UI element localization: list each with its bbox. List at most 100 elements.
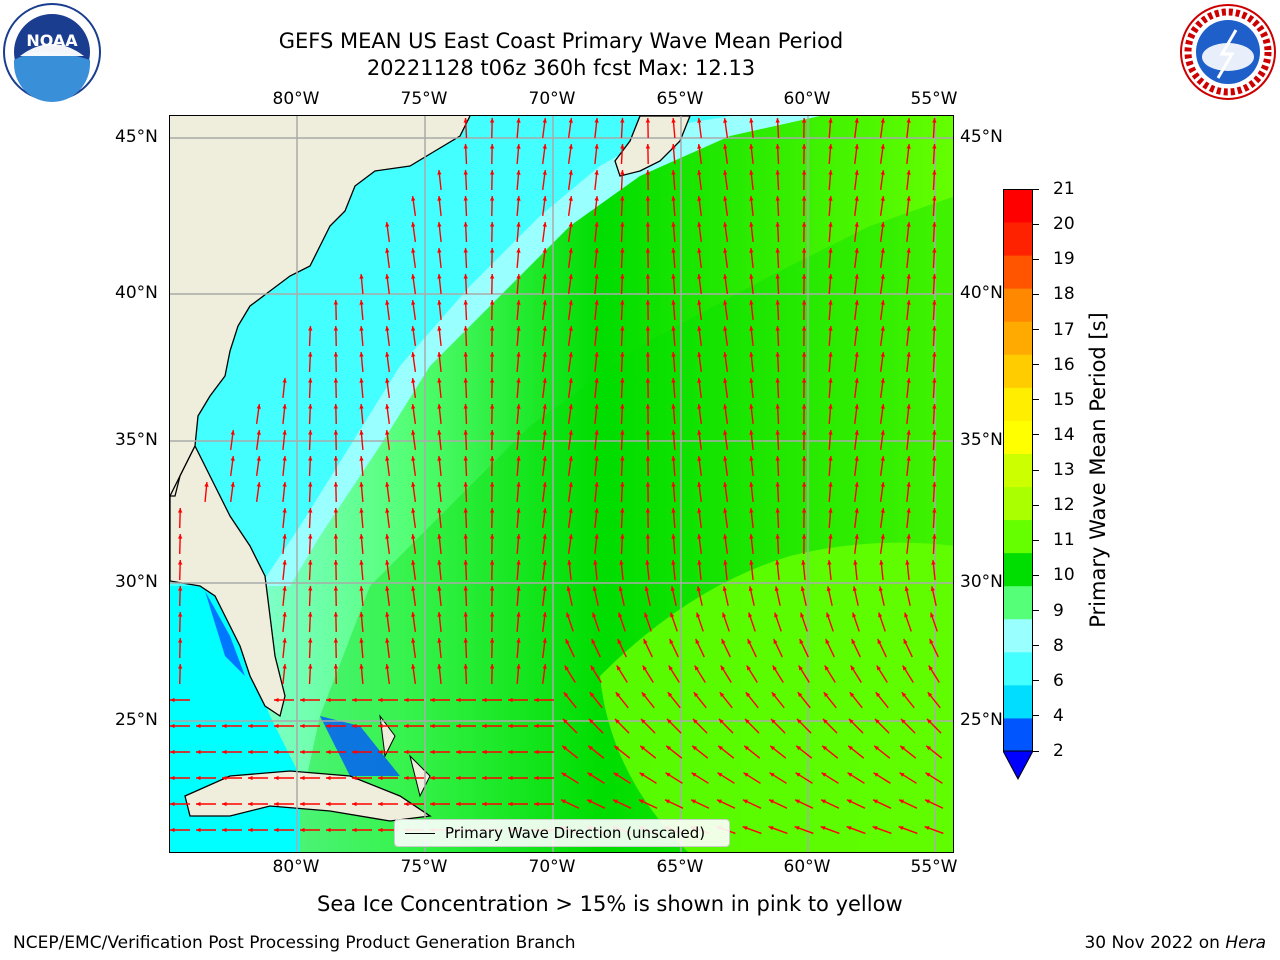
wave-arrow-head [664, 799, 670, 804]
wave-arrow-head [771, 692, 777, 698]
wave-arrow-head [620, 118, 625, 123]
footer-machine: Hera [1225, 933, 1266, 953]
lat-tick-right: 35°N [960, 430, 1003, 450]
wave-arrow-head [594, 170, 599, 175]
wave-arrow-head [617, 638, 622, 644]
colorbar-tick-mark [1033, 715, 1039, 717]
wave-arrow-head [854, 352, 859, 357]
wave-arrow-head [854, 274, 859, 279]
wave-arrow-head [901, 692, 907, 698]
wave-arrow-head [645, 430, 651, 435]
wave-arrow-head [411, 482, 416, 487]
wave-arrow-head [823, 692, 829, 698]
wave-arrow-head [749, 404, 754, 409]
bahamas-low-period [320, 716, 400, 776]
wave-arrow-head [568, 248, 573, 253]
wave-arrow-head [801, 196, 807, 201]
wave-arrow-head [282, 560, 287, 565]
wave-arrow-head [385, 638, 390, 643]
wave-arrow-head [854, 534, 859, 539]
colorbar-tick-label: 19 [1053, 249, 1075, 270]
wave-arrow-head [437, 170, 442, 175]
wave-arrow-head [640, 745, 646, 751]
wave-arrow-head [274, 801, 279, 807]
wave-arrow-head [932, 248, 937, 253]
wave-arrow-head [282, 638, 287, 643]
wave-arrow-head [430, 775, 435, 781]
wave-arrow-head [801, 430, 807, 435]
colorbar-segment [1003, 288, 1033, 322]
wave-arrow-head [308, 352, 313, 357]
wave-arrow-head [775, 456, 780, 461]
wave-arrow-head [359, 664, 364, 669]
wave-arrow-head [770, 745, 776, 751]
wave-arrow-head [878, 612, 883, 618]
wave-arrow-head [411, 300, 416, 305]
wave-arrow-head [282, 508, 287, 513]
wave-arrow-head [645, 378, 651, 383]
wave-arrow-head [848, 745, 854, 751]
wave-arrow-head [404, 801, 409, 807]
colorbar-tick-mark [1033, 399, 1039, 401]
wave-arrow-head [638, 799, 644, 804]
wave-arrow-head [645, 248, 651, 253]
wave-arrow-head [489, 612, 495, 617]
wave-arrow-head [177, 664, 183, 669]
wave-arrow-head [620, 222, 625, 227]
wave-arrow-head [542, 534, 547, 539]
wave-arrow-head [489, 586, 495, 591]
wave-arrow-head [222, 801, 227, 807]
wave-arrow-head [542, 196, 547, 201]
wave-arrow-head [378, 697, 383, 703]
wave-arrow-head [826, 612, 831, 618]
wave-arrow-head [437, 274, 442, 279]
wave-arrow-head [880, 456, 885, 461]
wave-arrow-head [411, 664, 416, 669]
wave-arrow-head [828, 326, 833, 331]
wave-arrow-head [749, 222, 754, 227]
wave-arrow-head [854, 482, 859, 487]
wave-arrow-head [352, 697, 357, 703]
wave-arrow-head [411, 222, 416, 227]
wave-arrow-head [618, 612, 623, 618]
wave-arrow-head [828, 508, 833, 513]
wave-arrow-head [463, 352, 468, 357]
wave-arrow-head [411, 456, 416, 461]
wave-arrow-head [588, 745, 594, 751]
wave-arrow-head [437, 196, 442, 201]
wave-arrow-head [282, 482, 287, 487]
wave-arrow-head [880, 196, 885, 201]
wave-arrow-head [568, 118, 573, 123]
wave-arrow-head [932, 482, 937, 487]
wave-arrow-head [746, 665, 751, 671]
wave-arrow-head [542, 352, 547, 357]
wave-arrow-head [828, 222, 833, 227]
wave-arrow-head [932, 508, 937, 513]
wave-arrow-head [906, 508, 911, 513]
wave-arrow-head [177, 612, 183, 617]
wave-arrow-head [880, 274, 885, 279]
wave-arrow-head [906, 222, 911, 227]
wave-arrow-head [592, 612, 597, 618]
wave-arrow-head [880, 300, 885, 305]
colorbar-segment [1003, 519, 1033, 554]
wave-arrow-head [411, 560, 416, 565]
wave-arrow-head [274, 827, 279, 833]
wave-arrow-head [749, 508, 754, 513]
wave-arrow-head [586, 799, 592, 804]
wave-arrow-head [620, 326, 625, 331]
wave-arrow-head [847, 772, 853, 777]
wave-arrow-head [463, 118, 468, 123]
wave-arrow-head [463, 170, 468, 175]
wave-arrow-head [542, 612, 547, 617]
wave-arrow-head [437, 560, 442, 565]
wave-arrow-head [333, 508, 339, 513]
wave-arrow-head [542, 664, 547, 669]
wave-arrow-head [694, 665, 699, 671]
wave-arrow-head [749, 378, 754, 383]
wave-arrow-head [620, 248, 625, 253]
colorbar-tick-mark [1033, 223, 1039, 225]
wave-arrow-head [828, 352, 833, 357]
wave-arrow-head [333, 638, 339, 643]
wave-arrow-head [671, 144, 676, 149]
